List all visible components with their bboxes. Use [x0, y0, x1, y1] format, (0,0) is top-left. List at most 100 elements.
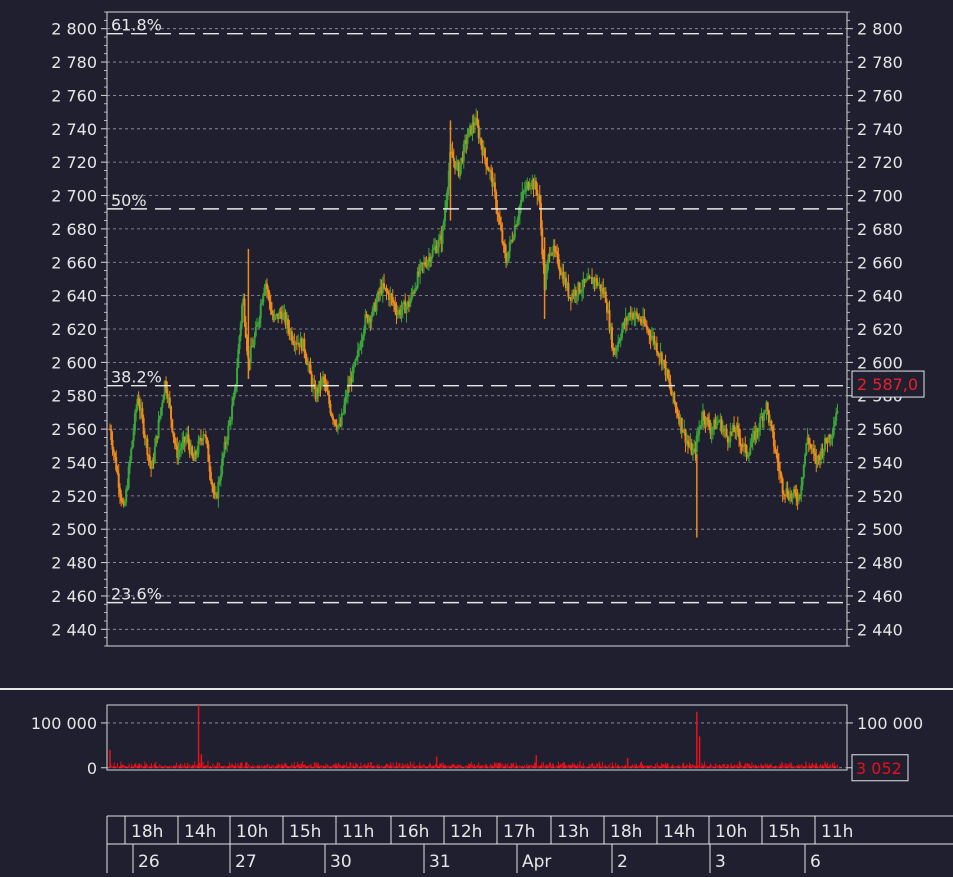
candle-body [162, 395, 165, 403]
candle-body [706, 417, 709, 421]
candle-body [115, 457, 118, 471]
candle-body [404, 301, 407, 314]
candle-body [274, 315, 277, 317]
candle-body [561, 272, 564, 275]
candle-body [163, 381, 166, 396]
candle-body [333, 419, 336, 421]
price-tick-label-left: 2 780 [51, 53, 97, 72]
candle-body [480, 138, 483, 146]
candle-body [447, 170, 450, 190]
candle-body [589, 277, 592, 279]
candle-body [726, 436, 729, 443]
candle-body [111, 440, 114, 450]
candle-body [736, 425, 739, 430]
candle-body [399, 309, 402, 315]
price-tick-label-right: 2 480 [857, 554, 903, 573]
time-date-label: 2 [617, 852, 628, 872]
candle-body [279, 311, 282, 314]
candle-body [681, 431, 684, 433]
candle-body [597, 284, 600, 286]
candle-body [785, 488, 788, 495]
candle-body [232, 397, 235, 406]
candle-body [491, 172, 494, 187]
time-hour-label: 15h [768, 822, 800, 842]
candle-body [460, 157, 463, 166]
candle-body [741, 445, 744, 448]
candle-body [452, 157, 455, 162]
candle-body [501, 230, 504, 243]
candle-body [248, 358, 251, 363]
time-hour-label: 11h [342, 822, 374, 842]
price-tick-label-left: 2 640 [51, 287, 97, 306]
candle-body [329, 403, 332, 414]
candle-body [176, 445, 179, 458]
candle-body [527, 182, 530, 189]
candle-body [324, 382, 327, 386]
candle-body [368, 317, 371, 323]
candle-body [466, 137, 469, 144]
candle-body [369, 317, 372, 322]
candle-body [307, 364, 310, 366]
candle-body [346, 384, 349, 397]
candle-body [156, 436, 159, 438]
candle-body [412, 292, 415, 294]
candle-body [721, 428, 724, 433]
candle-body [680, 417, 683, 432]
candle-body [635, 312, 638, 316]
candle-body [233, 390, 236, 398]
candle-body [486, 166, 489, 169]
candle-body [421, 262, 424, 265]
price-tick-label-right: 2 500 [857, 520, 903, 539]
candle-body [415, 287, 418, 289]
last-volume-box [851, 754, 909, 782]
candle-body [592, 278, 595, 285]
candle-body [705, 417, 708, 425]
candle-body [253, 336, 256, 346]
candle-body [237, 349, 240, 368]
candle-body [699, 425, 702, 429]
time-hour-label: 12h [450, 822, 482, 842]
candle-body [269, 301, 272, 311]
candle-body [740, 444, 743, 446]
candle-body [591, 277, 594, 285]
candle-body [831, 435, 834, 437]
candle-body [569, 297, 572, 301]
candle-body [414, 288, 417, 293]
candle-body [299, 338, 302, 348]
candle-body [690, 442, 693, 455]
candle-body [394, 303, 397, 310]
candle-body [409, 300, 412, 307]
candle-body [451, 151, 454, 158]
candle-body [254, 326, 257, 337]
candle-body [278, 311, 281, 319]
candle-body [620, 329, 623, 339]
candle-body [801, 477, 804, 486]
candle-body [436, 247, 439, 253]
candle-body [567, 282, 570, 297]
candle-body [305, 358, 308, 365]
candle-body [349, 377, 352, 386]
candle-body [713, 419, 716, 428]
candle-body [750, 442, 753, 448]
volume-tick-label-right: 100 000 [857, 714, 923, 733]
candle-body [246, 337, 249, 352]
candle-body [259, 304, 262, 319]
candle-body [663, 359, 666, 361]
candle-body [668, 378, 671, 383]
time-hour-label: 11h [821, 822, 853, 842]
candle-body [270, 310, 273, 315]
candle-body [613, 348, 616, 355]
candle-body [166, 388, 169, 399]
candle-body [194, 451, 197, 456]
candle-body [197, 440, 200, 454]
candle-body [309, 364, 312, 375]
candle-body [427, 257, 430, 262]
candle-body [630, 313, 633, 318]
candle-body [396, 313, 399, 315]
candle-body [586, 279, 589, 281]
candle-body [665, 369, 668, 376]
candle-body [777, 462, 780, 471]
candle-body [228, 420, 231, 426]
candle-body [695, 435, 698, 453]
candle-body [280, 313, 283, 320]
